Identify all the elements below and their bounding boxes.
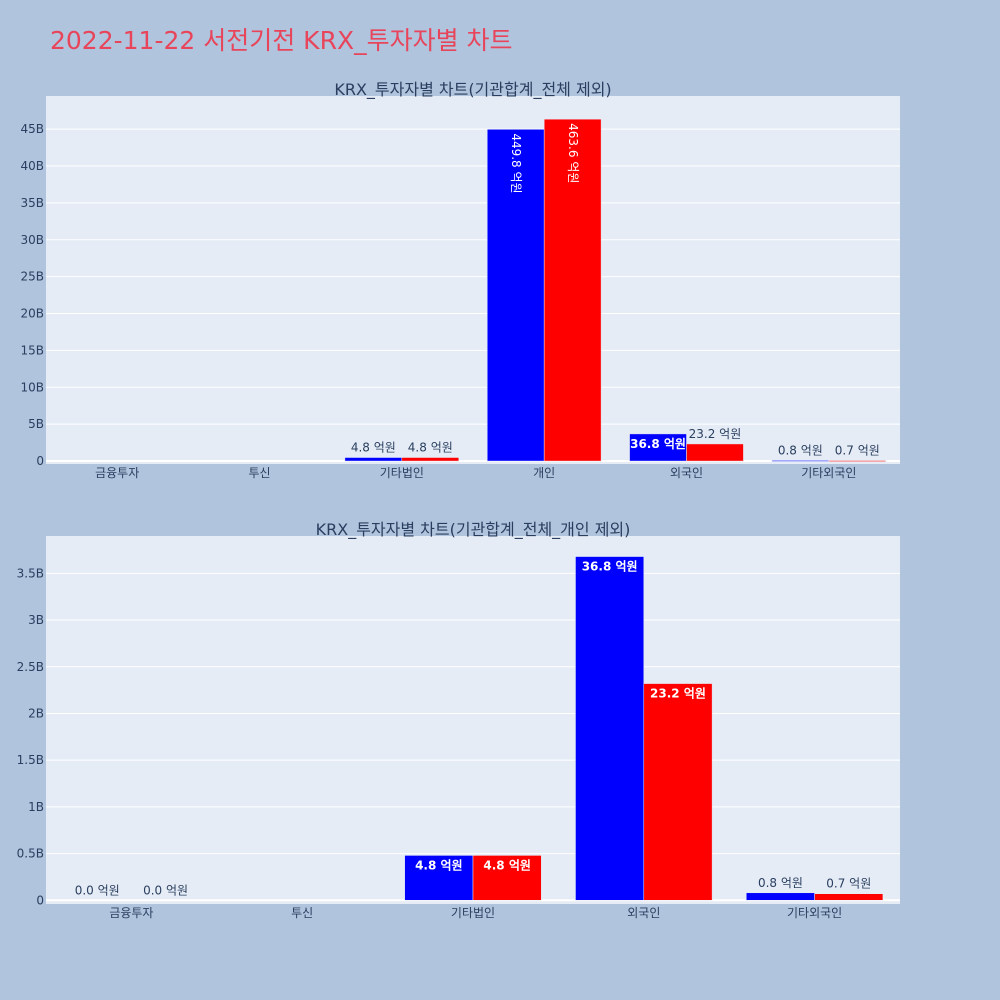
y-tick-label: 25B <box>20 270 44 284</box>
bar <box>629 433 687 462</box>
y-tick-label: 35B <box>20 196 44 210</box>
y-tick-label: 15B <box>20 343 44 357</box>
x-tick-label: 금융투자 <box>95 466 139 480</box>
chart-top: KRX_투자자별 차트(기관합계_전체 제외) 0 5B 10B 15B 20B 25B 3… <box>20 80 900 480</box>
bar <box>643 683 713 901</box>
y-tick-label: 0 <box>36 893 44 907</box>
bar <box>472 855 542 901</box>
x-tick-label: 기타외국인 <box>787 906 842 920</box>
bar-label: 23.2 억원 <box>689 427 742 441</box>
x-tick-label: 외국인 <box>627 906 660 920</box>
bar <box>771 460 830 462</box>
bar-label: 0.0 억원 <box>143 883 188 897</box>
x-tick-label: 금융투자 <box>109 906 153 920</box>
bar-label: 0.8 억원 <box>758 876 803 890</box>
plot-area <box>46 536 900 904</box>
y-tick-label: 5B <box>28 417 44 431</box>
x-tick-label: 기타법인 <box>451 906 495 920</box>
chart-bottom: KRX_투자자별 차트(기관합계_전체_개인 제외) 0 0.5B 1B 1.5B 2B… <box>17 520 900 920</box>
bar <box>543 118 602 462</box>
y-tick-label: 20B <box>20 307 44 321</box>
x-tick-label: 기타법인 <box>380 466 424 480</box>
bar <box>486 129 545 462</box>
bar-label: 36.8 억원 <box>582 560 638 574</box>
bar <box>746 892 815 901</box>
y-tick-label: 3.5B <box>17 566 44 580</box>
y-tick-label: 30B <box>20 233 44 247</box>
bar <box>828 460 887 462</box>
plot-area <box>46 96 900 464</box>
bar-label: 4.8 억원 <box>351 441 396 455</box>
x-tick-label: 개인 <box>533 466 555 480</box>
y-tick-label: 1B <box>28 800 44 814</box>
x-tick-label: 투신 <box>248 466 270 480</box>
chart-title: KRX_투자자별 차트(기관합계_전체_개인 제외) <box>316 520 631 540</box>
y-tick-label: 3B <box>28 613 44 627</box>
y-tick-label: 1.5B <box>17 753 44 767</box>
bar-label: 36.8 억원 <box>630 437 686 451</box>
x-tick-label: 투신 <box>291 906 313 920</box>
y-tick-label: 0.5B <box>17 847 44 861</box>
bar-label: 4.8 억원 <box>415 858 463 872</box>
page-title: 2022-11-22 서전기전 KRX_투자자별 차트 <box>50 26 513 55</box>
bar-label: 449.8 억원 <box>509 133 523 193</box>
y-tick-label: 45B <box>20 122 44 136</box>
bar <box>575 556 645 901</box>
bar <box>401 457 460 462</box>
bar-label: 4.8 억원 <box>483 858 531 872</box>
bar-label: 0.7 억원 <box>835 444 880 458</box>
bar-label: 0.8 억원 <box>778 443 823 457</box>
y-tick-label: 10B <box>20 380 44 394</box>
bar-label: 0.0 억원 <box>75 883 120 897</box>
bar-label: 4.8 억원 <box>408 441 453 455</box>
x-tick-label: 외국인 <box>670 466 703 480</box>
y-tick-label: 2.5B <box>17 660 44 674</box>
y-tick-label: 2B <box>28 706 44 720</box>
bar <box>686 443 744 462</box>
bar-label: 463.6 억원 <box>566 123 580 183</box>
bar <box>344 457 403 462</box>
bar-label: 0.7 억원 <box>826 877 871 891</box>
y-tick-label: 0 <box>36 454 44 468</box>
bar <box>814 893 884 901</box>
x-tick-label: 기타외국인 <box>801 466 856 480</box>
chart-title: KRX_투자자별 차트(기관합계_전체 제외) <box>334 80 611 100</box>
y-tick-label: 40B <box>20 159 44 173</box>
bar-label: 23.2 억원 <box>650 687 706 701</box>
bar <box>404 855 474 901</box>
